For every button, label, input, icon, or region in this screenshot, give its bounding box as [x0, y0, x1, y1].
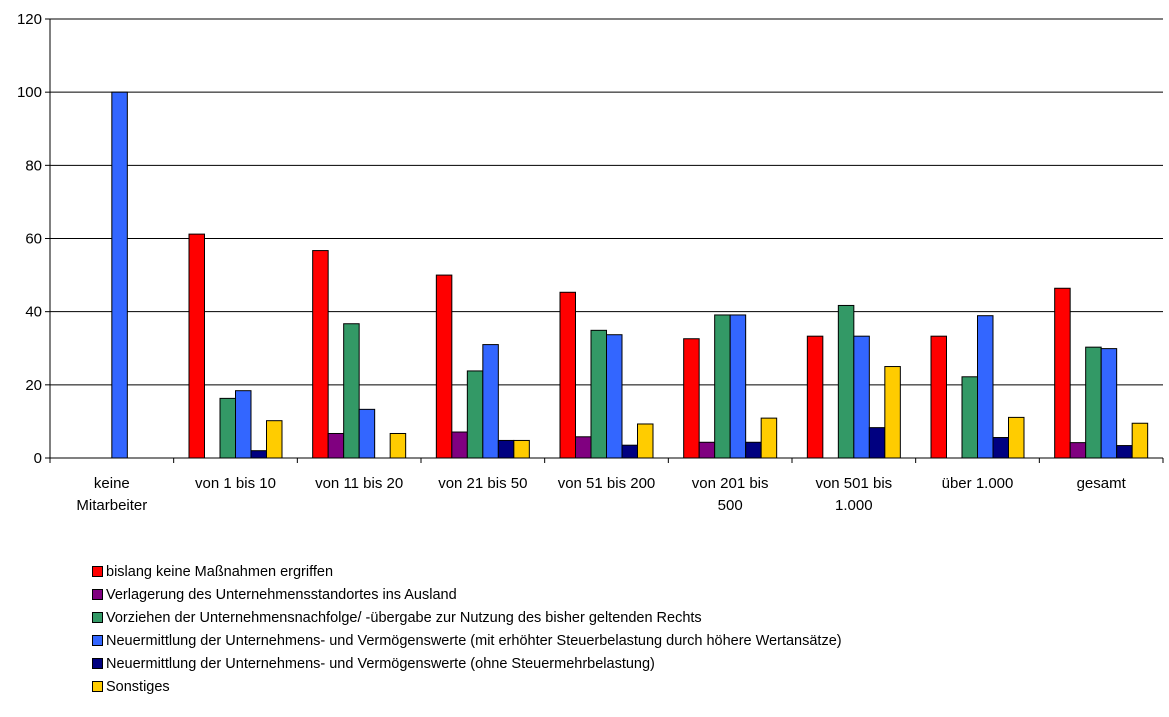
bar [1116, 445, 1133, 459]
legend-swatch [92, 635, 103, 646]
y-tick-label: 0 [34, 450, 42, 467]
legend-swatch [92, 589, 103, 600]
bar [621, 444, 638, 459]
bar-chart: 0 20 40 60 80 100 120 keine Mitarbeiter von 1 bi… [17, 11, 1164, 514]
legend-label: bislang keine Maßnahmen ergriffen [106, 563, 334, 580]
x-category-label: von 1 bis 10 [195, 475, 276, 492]
bars [111, 91, 1149, 459]
bar [1069, 442, 1087, 459]
bar [466, 370, 484, 459]
legend-label: Sonstiges [106, 678, 170, 695]
bar [327, 432, 345, 459]
x-category-label: von 51 bis 200 [558, 475, 656, 492]
bar [992, 437, 1009, 459]
bar [1085, 346, 1102, 459]
bar [389, 432, 407, 459]
legend-swatch [92, 566, 103, 577]
y-tick-label: 80 [25, 157, 42, 174]
bar [637, 423, 654, 459]
x-category-label: von 21 bis 50 [438, 475, 527, 492]
bar [1054, 287, 1071, 459]
y-tick-label: 100 [17, 84, 42, 101]
legend-swatch [92, 681, 103, 692]
legend-label: Neuermittlung der Unternehmens- und Verm… [106, 632, 842, 649]
bar [729, 314, 747, 459]
x-axis-categories: keine Mitarbeiter von 1 bis 10 von 11 bis 2… [76, 475, 1126, 514]
bar [343, 323, 360, 459]
bar [884, 366, 901, 459]
x-category-label: keine [94, 475, 130, 492]
bar [837, 304, 855, 459]
bar [806, 335, 824, 459]
bar [1100, 348, 1118, 459]
bar [1131, 422, 1149, 459]
x-category-label: von 201 bis [692, 475, 769, 492]
bar [358, 408, 376, 459]
bar [1008, 416, 1025, 459]
legend-item: Neuermittlung der Unternehmens- und Verm… [92, 629, 842, 652]
bar [745, 441, 762, 459]
legend-label: Verlagerung des Unternehmensstandortes i… [106, 586, 457, 603]
x-category-label: 500 [718, 497, 743, 514]
y-tick-label: 60 [25, 231, 42, 248]
legend-label: Vorziehen der Unternehmensnachfolge/ -üb… [106, 609, 702, 626]
y-tick-label: 40 [25, 304, 42, 321]
bar [683, 338, 700, 459]
x-category-label: von 11 bis 20 [315, 475, 403, 492]
bar [698, 441, 716, 459]
x-category-label: von 501 bis [815, 475, 892, 492]
bar [219, 397, 236, 459]
bar [853, 335, 870, 459]
bar [575, 436, 592, 459]
legend-item: Neuermittlung der Unternehmens- und Verm… [92, 652, 842, 675]
legend-item: Verlagerung des Unternehmensstandortes i… [92, 583, 842, 606]
bar [482, 344, 499, 459]
bar [435, 274, 453, 459]
bar [497, 439, 515, 459]
y-tick-label: 120 [17, 11, 42, 28]
bar [590, 329, 607, 459]
legend: bislang keine Maßnahmen ergriffen Verlage… [92, 560, 842, 698]
bar [559, 291, 576, 459]
bar [961, 376, 978, 459]
legend-item: bislang keine Maßnahmen ergriffen [92, 560, 842, 583]
bar [513, 439, 530, 459]
bar [760, 417, 778, 459]
bar [977, 315, 994, 459]
x-category-label: gesamt [1077, 475, 1127, 492]
bar [451, 431, 468, 459]
bar [250, 450, 267, 459]
bar [606, 334, 623, 459]
axes [45, 18, 1164, 463]
bar [235, 390, 252, 459]
bar [111, 91, 128, 459]
x-category-label: 1.000 [835, 497, 873, 514]
bar [930, 335, 947, 459]
y-tick-label: 20 [25, 377, 42, 394]
bar [868, 427, 886, 459]
legend-item: Sonstiges [92, 675, 842, 698]
legend-item: Vorziehen der Unternehmensnachfolge/ -üb… [92, 606, 842, 629]
x-category-label: über 1.000 [942, 475, 1014, 492]
bar [188, 233, 205, 459]
legend-label: Neuermittlung der Unternehmens- und Verm… [106, 655, 655, 672]
bar [266, 420, 283, 459]
x-category-label: Mitarbeiter [76, 497, 147, 514]
bar [714, 314, 731, 459]
legend-swatch [92, 612, 103, 623]
legend-swatch [92, 658, 103, 669]
bar [312, 250, 329, 459]
y-axis-ticks: 0 20 40 60 80 100 120 [17, 11, 42, 467]
